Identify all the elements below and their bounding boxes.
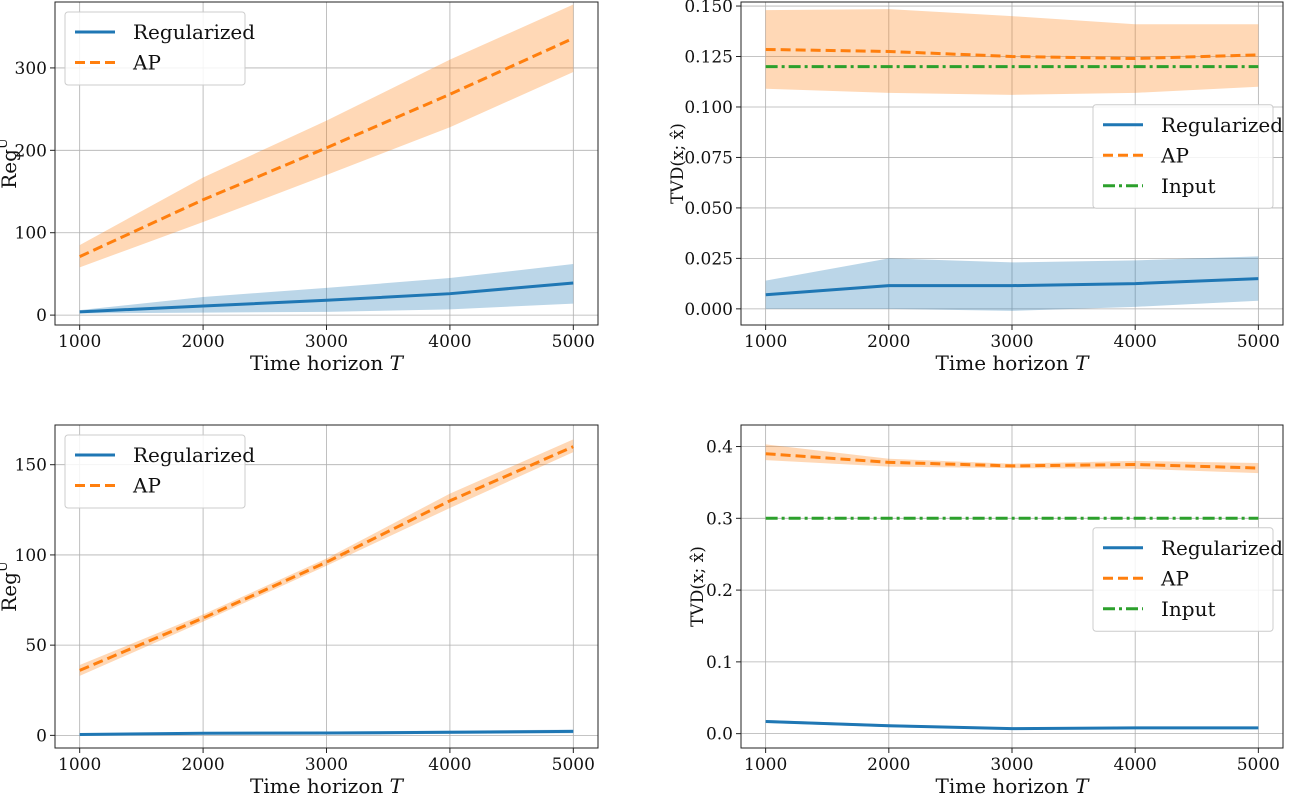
y-tick-label: 150 xyxy=(15,456,47,476)
x-axis-label-variable: T xyxy=(390,774,405,795)
legend-label-regularized: Regularized xyxy=(1161,113,1283,137)
x-tick-label: 1000 xyxy=(58,755,101,775)
y-axis-label-superscript: U xyxy=(0,138,11,149)
legend-label-regularized: Regularized xyxy=(133,443,255,467)
band-ap xyxy=(79,439,574,676)
legend-frame xyxy=(64,11,246,86)
x-tick-label: 4000 xyxy=(1114,332,1157,352)
x-tick-label: 3000 xyxy=(305,755,348,775)
y-tick-label: 0.050 xyxy=(684,199,733,219)
band-regularized xyxy=(79,264,574,314)
x-tick-label: 3000 xyxy=(990,755,1033,775)
x-tick-label: 4000 xyxy=(428,332,471,352)
legend-label-input: Input xyxy=(1161,597,1216,621)
y-tick-label: 0.075 xyxy=(684,148,733,168)
y-axis-label-base: Reg xyxy=(0,149,21,189)
x-tick-label: 2000 xyxy=(867,755,910,775)
y-tick-label: 0.000 xyxy=(684,300,733,320)
chart-br: 1000 2000 3000 4000 5000 0.0 0.1 0.2 0.3 0.4 Time … xyxy=(688,424,1284,795)
x-tick-label: 3000 xyxy=(305,332,348,352)
y-tick-label: 0.150 xyxy=(684,0,733,17)
series-line-ap xyxy=(765,452,1259,470)
y-tick-label: 100 xyxy=(15,224,47,244)
series-line-regularized xyxy=(79,729,574,736)
x-tick-label: 4000 xyxy=(1114,755,1157,775)
band-regularized xyxy=(765,256,1259,311)
y-tick-label: 0.1 xyxy=(706,653,733,673)
legend-label-input: Input xyxy=(1161,174,1216,198)
y-tick-label: 0.025 xyxy=(684,249,733,269)
y-axis-label-text: TVD(x; x̂) xyxy=(668,123,688,204)
y-tick-label: 0.2 xyxy=(706,581,733,601)
x-axis-label-text: Time horizon xyxy=(250,774,390,795)
x-tick-label: 1000 xyxy=(58,332,101,352)
legend-label-ap: AP xyxy=(132,474,161,498)
y-axis-label: RegU xyxy=(0,138,21,189)
x-tick-label: 5000 xyxy=(1237,755,1280,775)
legend-label-regularized: Regularized xyxy=(133,20,255,44)
y-tick-label: 0.3 xyxy=(706,509,733,529)
y-axis-label: TVD(x; x̂) xyxy=(668,123,688,204)
y-tick-label: 0.100 xyxy=(684,98,733,118)
y-axis-label: TVD(x; x̂) xyxy=(688,546,708,627)
legend-label-ap: AP xyxy=(1160,143,1189,167)
legend: Regularized AP Input xyxy=(1092,527,1283,632)
y-tick-label: 0.0 xyxy=(706,725,733,745)
y-tick-label: 300 xyxy=(15,59,47,79)
legend: Regularized AP Input xyxy=(1092,104,1283,209)
y-tick-label: 100 xyxy=(15,546,47,566)
y-tick-label: 200 xyxy=(15,141,47,161)
legend-frame xyxy=(64,434,246,509)
x-axis-label-variable: T xyxy=(1075,774,1090,795)
legend-frame xyxy=(1092,104,1274,209)
y-axis-label-text: TVD(x; x̂) xyxy=(688,546,708,627)
series-line-ap xyxy=(79,36,574,258)
y-axis-label-superscript: U xyxy=(0,561,11,572)
x-axis-label: Time horizon T xyxy=(936,774,1091,795)
y-tick-label: 0 xyxy=(36,726,47,746)
y-axis-label: RegU xyxy=(0,561,21,612)
x-tick-label: 5000 xyxy=(552,755,595,775)
x-tick-label: 5000 xyxy=(1237,332,1280,352)
chart-tl: 1000 2000 3000 4000 5000 0 100 200 300 Time horiz… xyxy=(0,1,599,375)
x-tick-label: 4000 xyxy=(428,755,471,775)
x-tick-label: 3000 xyxy=(990,332,1033,352)
x-tick-label: 2000 xyxy=(867,332,910,352)
x-tick-label: 1000 xyxy=(744,332,787,352)
x-axis-label-text: Time horizon xyxy=(936,351,1076,375)
x-axis-label-text: Time horizon xyxy=(250,351,390,375)
series-line-ap xyxy=(79,445,574,672)
y-axis-label-base: Reg xyxy=(0,572,21,612)
chart-tr: 1000 2000 3000 4000 5000 0.000 0.025 0.050 0.075… xyxy=(668,0,1284,375)
legend: Regularized AP xyxy=(64,11,255,86)
series-line-regularized xyxy=(79,281,574,314)
x-axis-label-variable: T xyxy=(1075,351,1090,375)
legend-label-ap: AP xyxy=(1160,566,1189,590)
x-axis-label-variable: T xyxy=(390,351,405,375)
x-tick-label: 1000 xyxy=(744,755,787,775)
series-line-ap xyxy=(765,47,1259,61)
band-ap xyxy=(79,4,574,268)
x-tick-label: 2000 xyxy=(181,755,224,775)
series-line-regularized xyxy=(765,719,1259,731)
x-axis-label: Time horizon T xyxy=(250,774,405,795)
x-axis-label-text: Time horizon xyxy=(936,774,1076,795)
x-axis-label: Time horizon T xyxy=(936,351,1091,375)
x-tick-label: 2000 xyxy=(181,332,224,352)
x-axis-label: Time horizon T xyxy=(250,351,405,375)
band-ap xyxy=(765,9,1259,95)
y-tick-label: 0.4 xyxy=(706,438,733,458)
y-tick-label: 50 xyxy=(25,636,47,656)
legend-label-regularized: Regularized xyxy=(1161,536,1283,560)
x-tick-label: 5000 xyxy=(552,332,595,352)
y-tick-label: 0.125 xyxy=(684,48,733,68)
chart-bl: 1000 2000 3000 4000 5000 0 50 100 150 Time horizo… xyxy=(0,424,599,795)
legend-label-ap: AP xyxy=(132,51,161,75)
legend: Regularized AP xyxy=(64,434,255,509)
legend-frame xyxy=(1092,527,1274,632)
series-line-regularized xyxy=(765,277,1259,297)
y-tick-label: 0 xyxy=(36,306,47,326)
